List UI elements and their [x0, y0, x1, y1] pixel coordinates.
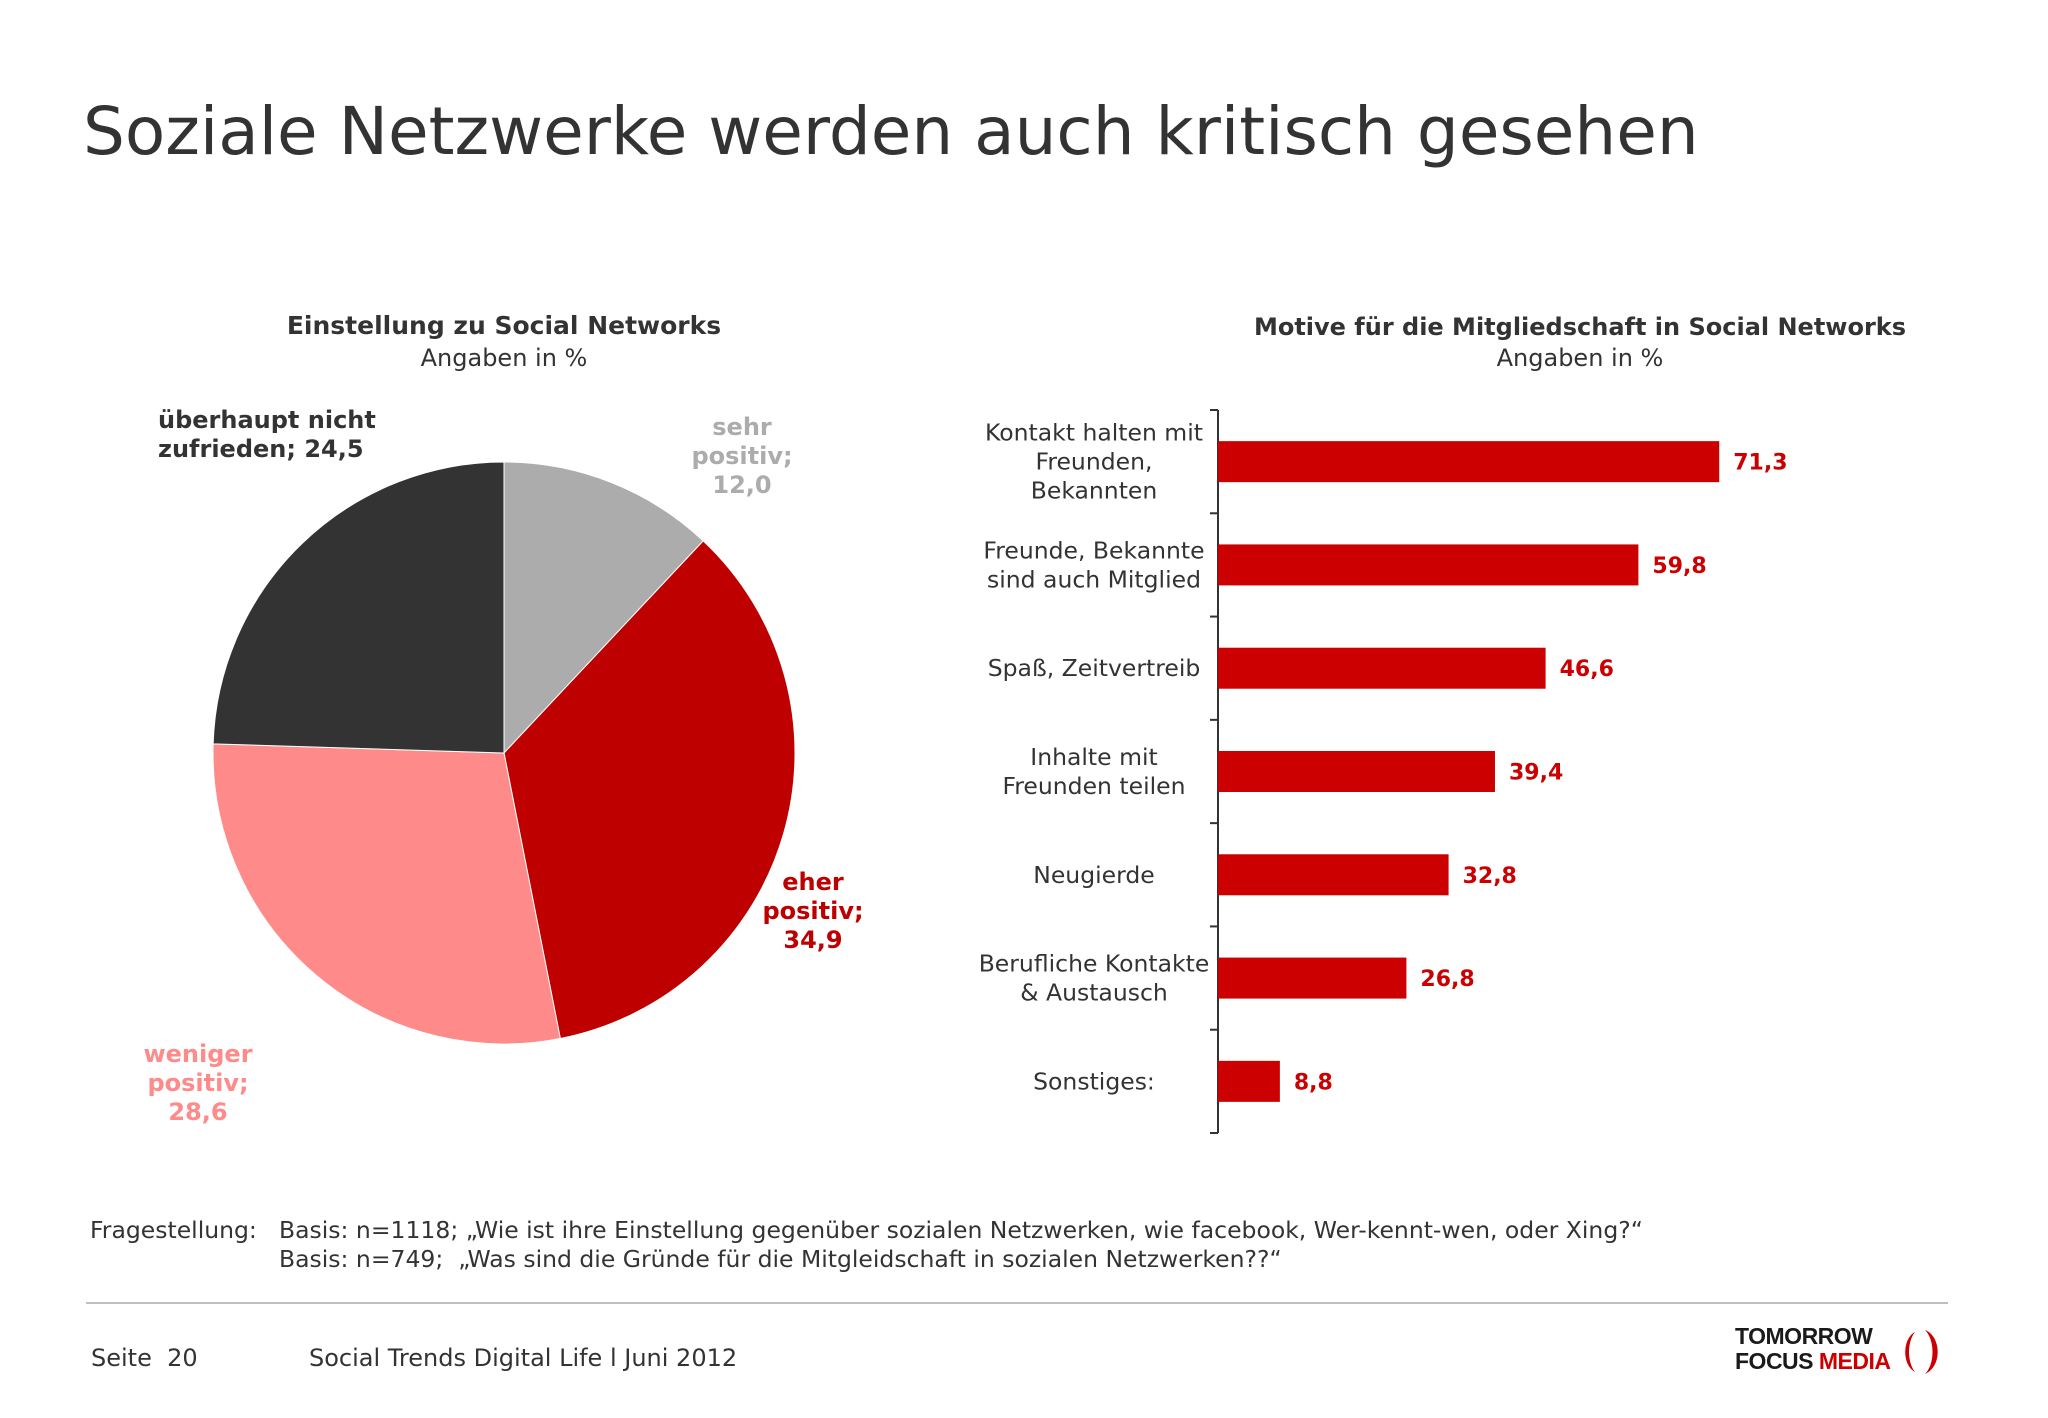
pie-chart-subtitle: Angaben in %	[420, 344, 588, 372]
footnote-line-1: Basis: n=1118; „Wie ist ihre Einstellung…	[279, 1216, 1643, 1244]
bar-value-label: 46,6	[1560, 657, 1614, 682]
bar-chart: 71,3 Kontakt halten mit Freunden, Bekannten…	[979, 409, 1788, 1134]
pie-chart	[212, 461, 796, 1045]
logo-swoosh-icon	[1905, 1330, 1938, 1374]
bar-value-label: 39,4	[1509, 761, 1563, 786]
pie-chart-title: Einstellung zu Social Networks	[286, 311, 722, 340]
bar-1	[1218, 441, 1720, 483]
bar-3	[1218, 647, 1546, 689]
bar-category-line: Sonstiges:	[1033, 1067, 1155, 1095]
bar-category-line: Freunden,	[1036, 448, 1153, 476]
bar-category-line: Freunde, Bekannte	[983, 536, 1204, 564]
bar-category-line: Neugierde	[1033, 861, 1154, 889]
footer-text: Social Trends Digital Life l Juni 2012	[309, 1344, 738, 1372]
pie-label-weniger-positiv: weniger positiv; 28,6	[143, 1040, 253, 1126]
bar-2	[1218, 544, 1639, 586]
pie-slice-eher-positiv	[503, 540, 796, 1040]
bar-chart-title: Motive für die Mitgliedschaft in Social …	[1253, 313, 1907, 341]
bar-category-line: Inhalte mit	[1030, 743, 1157, 771]
footnote: Fragestellung: Basis: n=1118; „Wie ist i…	[90, 1216, 1643, 1274]
bar-value-label: 8,8	[1294, 1070, 1333, 1095]
pie-slice-weniger-positiv	[212, 743, 561, 1045]
bar-category-line: Bekannten	[1031, 477, 1158, 505]
bar-category-label: Spaß, Zeitvertreib	[988, 654, 1201, 682]
bar-category-line: Spaß, Zeitvertreib	[988, 654, 1201, 682]
bar-value-label: 71,3	[1733, 451, 1787, 476]
bar-value-label: 26,8	[1420, 967, 1474, 992]
bar-value-label: 59,8	[1652, 554, 1706, 579]
bar-category-label: Berufliche Kontakte & Austausch	[979, 950, 1210, 1007]
company-logo: TOMORROW FOCUS MEDIA	[1735, 1324, 1955, 1378]
bar-category-label: Freunde, Bekannte sind auch Mitglied	[983, 536, 1204, 593]
bar-7	[1218, 1060, 1280, 1102]
bar-category-label: Inhalte mit Freunden teilen	[1002, 743, 1185, 800]
page-title: Soziale Netzwerke werden auch kritisch g…	[83, 93, 1699, 170]
pie-label-ueberhaupt: überhaupt nicht zufrieden; 24,5	[158, 406, 376, 463]
bar-chart-subtitle: Angaben in %	[1496, 344, 1664, 372]
bar-category-label: Sonstiges:	[1033, 1067, 1155, 1095]
bar-category-line: & Austausch	[1020, 979, 1168, 1007]
bar-category-line: Freunden teilen	[1002, 772, 1185, 800]
bar-value-label: 32,8	[1463, 864, 1517, 889]
pie-label-sehr-positiv: sehr positiv; 12,0	[691, 413, 793, 499]
footnote-label: Fragestellung:	[90, 1216, 257, 1244]
footer-divider	[86, 1302, 1948, 1304]
bar-5	[1218, 854, 1449, 896]
bar-category-line: sind auch Mitglied	[987, 565, 1201, 593]
pie-slice-ueberhaupt	[212, 461, 505, 754]
bar-category-label: Kontakt halten mit Freunden, Bekannten	[985, 419, 1203, 505]
bar-category-label: Neugierde	[1033, 861, 1154, 889]
bar-6	[1218, 957, 1407, 999]
bar-category-line: Berufliche Kontakte	[979, 950, 1210, 978]
footnote-line-2: Basis: n=749; „Was sind die Gründe für d…	[279, 1245, 1282, 1273]
bar-4	[1218, 751, 1495, 792]
page-number: Seite 20	[91, 1344, 198, 1372]
pie-slice-sehr-positiv	[503, 461, 704, 755]
pie-label-eher-positiv: eher positiv; 34,9	[762, 868, 864, 954]
bar-category-line: Kontakt halten mit	[985, 419, 1203, 447]
